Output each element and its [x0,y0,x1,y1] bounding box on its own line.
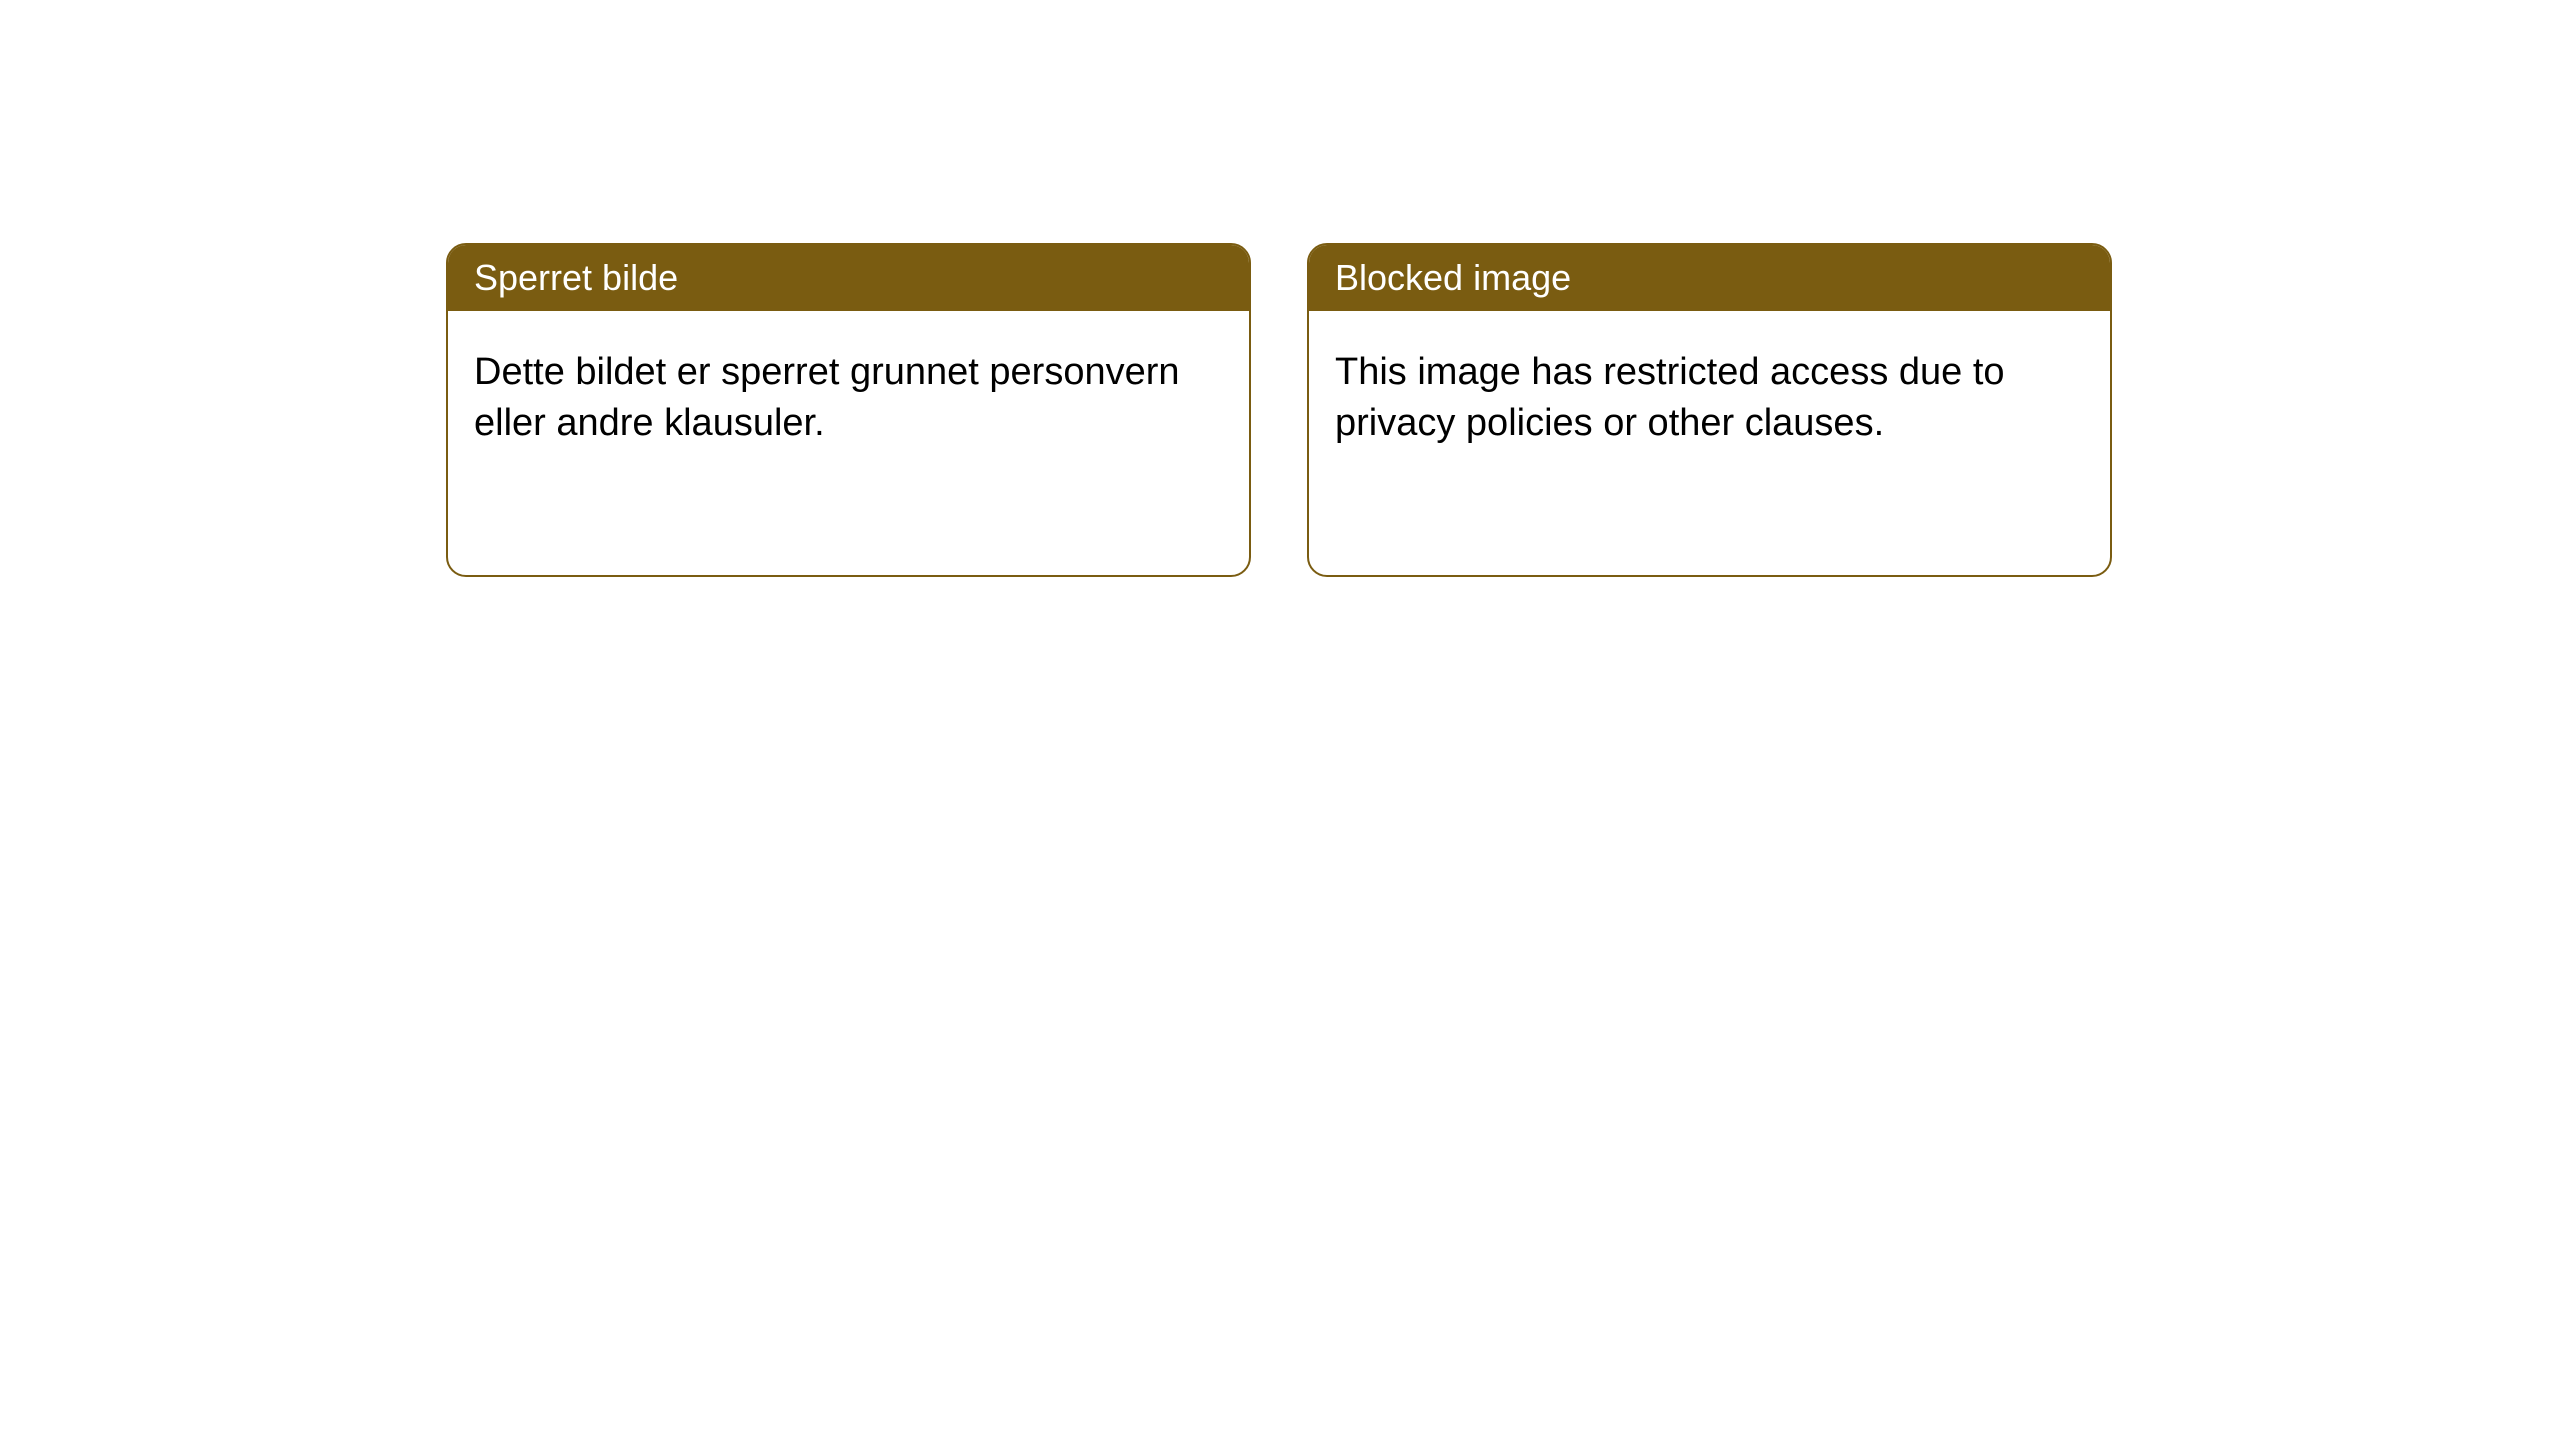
notice-card-title: Blocked image [1335,257,1571,298]
notice-card-header: Blocked image [1309,245,2110,311]
notice-card-text: This image has restricted access due to … [1335,351,2005,444]
notice-card-header: Sperret bilde [448,245,1249,311]
notice-card-title: Sperret bilde [474,257,678,298]
notice-card-english: Blocked image This image has restricted … [1307,243,2112,577]
notice-card-body: This image has restricted access due to … [1309,311,2110,486]
notice-card-body: Dette bildet er sperret grunnet personve… [448,311,1249,486]
notice-card-text: Dette bildet er sperret grunnet personve… [474,351,1180,444]
notice-card-norwegian: Sperret bilde Dette bildet er sperret gr… [446,243,1251,577]
notice-container: Sperret bilde Dette bildet er sperret gr… [0,0,2560,577]
